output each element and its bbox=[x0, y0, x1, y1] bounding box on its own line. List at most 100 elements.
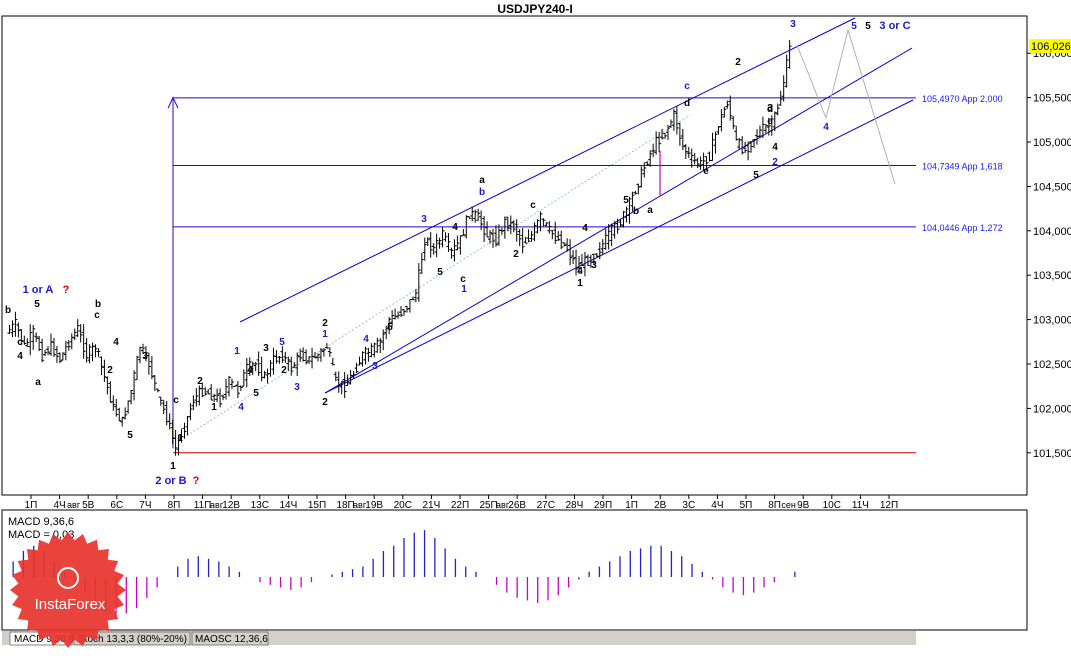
x-tick-label: 22П bbox=[451, 500, 469, 511]
y-tick-label: 105,000 bbox=[1033, 137, 1071, 149]
macd-panel-frame bbox=[1, 509, 1028, 631]
x-tick-label: 15П bbox=[308, 500, 326, 511]
wave-label: 3 bbox=[294, 382, 300, 393]
x-tick-label: 1П bbox=[25, 500, 38, 511]
y-tick-label: 102,500 bbox=[1033, 359, 1071, 371]
wave-label-major: 3 or C bbox=[879, 20, 910, 32]
tab-macd-label: MACD 9,36,6 bbox=[14, 634, 74, 645]
wave-label-projection: d bbox=[767, 104, 773, 115]
wave-label: 4 bbox=[113, 337, 119, 348]
wave-label: 2 bbox=[197, 376, 203, 387]
y-axis-ticks: 106,000105,500105,000104,500104,000103,5… bbox=[1027, 48, 1071, 460]
x-tick-label: 29П bbox=[594, 500, 612, 511]
x-tick-label: 26В bbox=[508, 500, 526, 511]
wave-label-projection: 5 bbox=[851, 21, 857, 32]
wave-label: 5 bbox=[127, 430, 133, 441]
wave-label: 1 bbox=[177, 433, 183, 444]
wave-label: 5 bbox=[34, 299, 40, 310]
x-tick-label: 21Ч bbox=[423, 500, 441, 511]
wave-label: b bbox=[633, 206, 639, 217]
wave-label: c bbox=[173, 395, 179, 406]
x-tick-label: 18П bbox=[336, 500, 354, 511]
wave-label: c bbox=[17, 337, 23, 348]
wave-label: 1 bbox=[234, 346, 240, 357]
y-tick-label: 103,500 bbox=[1033, 270, 1071, 282]
wave-label: 3 bbox=[767, 103, 773, 114]
macd-legend-1: MACD 9,36,6 bbox=[8, 516, 74, 528]
wave-label: 5 bbox=[253, 388, 259, 399]
wave-label-major: ? bbox=[63, 284, 70, 296]
x-tick-label: 27С bbox=[537, 500, 555, 511]
x-tick-label: 14Ч bbox=[280, 500, 298, 511]
price-bars bbox=[7, 40, 792, 456]
wave-label-projection: 3 bbox=[790, 19, 796, 30]
wave-labels: b5c4abc21435c12345123451212345354cab12c4… bbox=[5, 19, 911, 487]
wave-label: 2 bbox=[281, 365, 287, 376]
wave-label: 3 bbox=[142, 351, 148, 362]
wave-label: b bbox=[5, 305, 11, 316]
wave-label: 3 bbox=[421, 214, 427, 225]
wave-label-major: ? bbox=[193, 475, 200, 487]
wave-label: 4 bbox=[238, 402, 244, 413]
wave-label: 5 bbox=[437, 267, 443, 278]
x-tick-label: 3С bbox=[682, 500, 695, 511]
x-tick-label: 7Ч bbox=[139, 500, 151, 511]
wave-label: 1 bbox=[170, 461, 176, 472]
wave-label: 1 bbox=[577, 278, 583, 289]
wave-label: c bbox=[530, 200, 536, 211]
wave-label: 1 bbox=[461, 284, 467, 295]
channel-line bbox=[239, 17, 856, 323]
x-tick-label: 8П bbox=[768, 500, 781, 511]
wave-label: 5 bbox=[623, 195, 629, 206]
wave-label-major: 2 or B bbox=[155, 475, 186, 487]
y-tick-label: 101,500 bbox=[1033, 448, 1071, 460]
x-tick-label: 2В bbox=[654, 500, 667, 511]
level-label: 104,7349 App 1,618 bbox=[922, 162, 1003, 172]
wave-label: 3 bbox=[591, 260, 597, 271]
tab-maosc[interactable]: MAOSC 12,36,6 bbox=[191, 631, 269, 646]
x-tick-label: 5П bbox=[740, 500, 753, 511]
x-tick-label: 10С bbox=[823, 500, 841, 511]
x-tick-label: 9В bbox=[797, 500, 810, 511]
chart-title: USDJPY240-I bbox=[497, 2, 572, 16]
level-label: 105,4970 App 2,000 bbox=[922, 94, 1003, 104]
tab-stoch-label: Stoch 13,3,3 (80%-20%) bbox=[78, 634, 187, 645]
y-tick-label: 105,500 bbox=[1033, 93, 1071, 105]
watermark-text: InstaForex bbox=[35, 596, 106, 613]
level-label: 104,0446 App 1,272 bbox=[922, 223, 1003, 233]
wave-label: 2 bbox=[735, 57, 741, 68]
y-tick-label: 102,000 bbox=[1033, 403, 1071, 415]
x-tick-label: 25П bbox=[479, 500, 497, 511]
x-tick-label: 20С bbox=[394, 500, 412, 511]
wave-label-projection: e bbox=[767, 116, 773, 127]
x-month-label: сен bbox=[781, 500, 796, 510]
x-month-label: авг bbox=[496, 500, 510, 510]
x-axis-ticks: 1П 4Ч 5В 6С 7Ч 8П 11П 12В 13С 14Ч 15П 18П 19В 20С 21Ч 2… bbox=[25, 495, 898, 511]
x-tick-label: 11Ч bbox=[852, 500, 869, 511]
wave-label-projection: 2 bbox=[772, 157, 778, 168]
wave-label: 1 bbox=[322, 329, 328, 340]
wave-label: 5 bbox=[753, 170, 759, 181]
x-tick-label: 11П bbox=[194, 500, 212, 511]
x-month-label: авг bbox=[353, 500, 367, 510]
tab-maosc-label: MAOSC 12,36,6 bbox=[195, 634, 268, 645]
wave-label: 3 bbox=[372, 361, 378, 372]
wave-label: 2 bbox=[513, 249, 519, 260]
wave-label: b bbox=[479, 187, 485, 198]
x-tick-label: 4Ч bbox=[53, 500, 65, 511]
projection-path bbox=[796, 28, 896, 185]
badge-starburst-icon bbox=[10, 532, 126, 648]
channel-line bbox=[324, 47, 913, 394]
wave-label: 2 bbox=[322, 318, 328, 329]
fib-levels: 105,4970 App 2,000 104,7349 App 1,618 104,… bbox=[167, 94, 1003, 454]
x-tick-label: 19В bbox=[365, 500, 383, 511]
wave-label: c bbox=[684, 81, 690, 92]
wave-label: 4 bbox=[582, 223, 588, 234]
wave-label: c bbox=[94, 310, 100, 321]
wave-label: e bbox=[703, 166, 709, 177]
wave-label: 4 bbox=[772, 142, 778, 153]
wave-label: 4 bbox=[17, 351, 23, 362]
wave-label: 4 bbox=[452, 222, 458, 233]
arrowhead-icon bbox=[167, 96, 179, 109]
